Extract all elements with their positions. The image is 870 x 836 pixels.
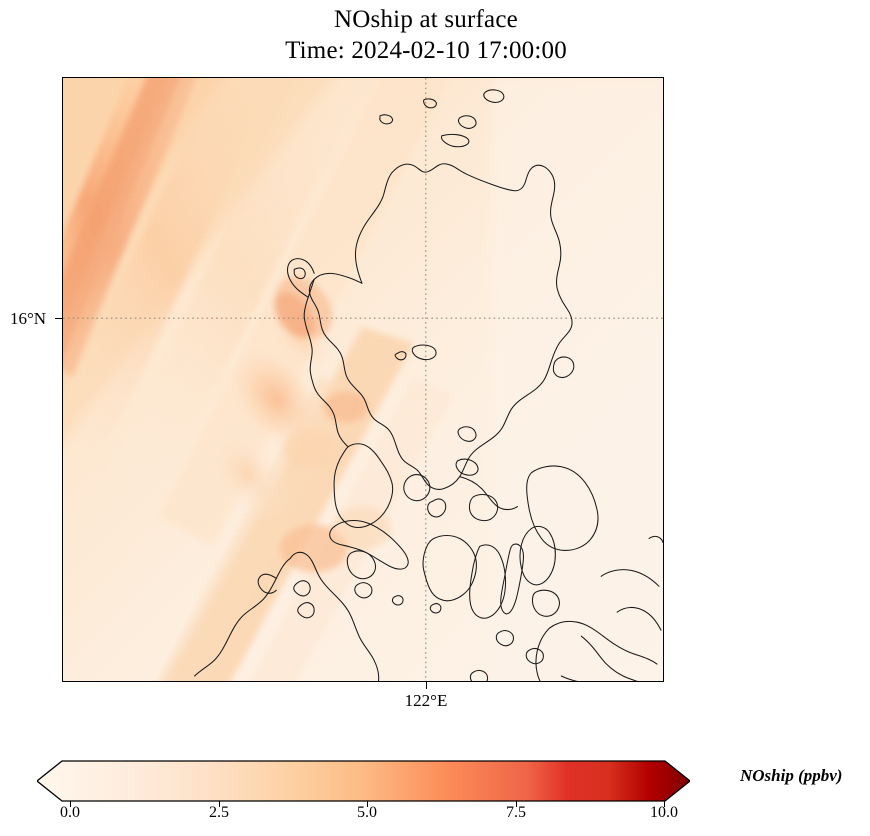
colorbar-tick-labels: 0.0 2.5 5.0 7.5 10.0 bbox=[0, 804, 870, 828]
figure-title: NOship at surface Time: 2024-02-10 17:00… bbox=[0, 4, 870, 66]
title-line-time: Time: 2024-02-10 17:00:00 bbox=[285, 37, 567, 64]
cbar-tick-2-5 bbox=[219, 801, 221, 807]
cbar-tick-7-5 bbox=[516, 801, 518, 807]
title-line-variable: NOship at surface bbox=[334, 6, 518, 33]
cbar-ticklabel-5: 5.0 bbox=[357, 804, 377, 821]
cbar-ticklabel-7-5: 7.5 bbox=[506, 804, 526, 821]
map-axes bbox=[62, 77, 664, 682]
xtick-label-122e: 122°E bbox=[404, 691, 448, 710]
map-field-svg bbox=[63, 78, 663, 681]
cbar-ticklabel-10: 10.0 bbox=[650, 804, 678, 821]
cbar-tick-10 bbox=[664, 801, 666, 807]
xtick-mark-122e bbox=[426, 682, 428, 689]
ytick-mark-16n bbox=[55, 318, 62, 320]
cbar-ticklabel-0: 0.0 bbox=[60, 804, 80, 821]
colorbar[interactable] bbox=[37, 757, 690, 805]
cbar-tick-5 bbox=[367, 801, 369, 807]
colorbar-label: NOship (ppbv) bbox=[740, 766, 843, 785]
ytick-label-16n: 16°N bbox=[10, 309, 47, 328]
coastline-paths bbox=[194, 89, 663, 681]
cbar-ticklabel-2-5: 2.5 bbox=[209, 804, 229, 821]
map-plot-area bbox=[63, 78, 663, 681]
cbar-tick-0 bbox=[70, 801, 72, 807]
colorbar-gradient bbox=[37, 760, 690, 802]
